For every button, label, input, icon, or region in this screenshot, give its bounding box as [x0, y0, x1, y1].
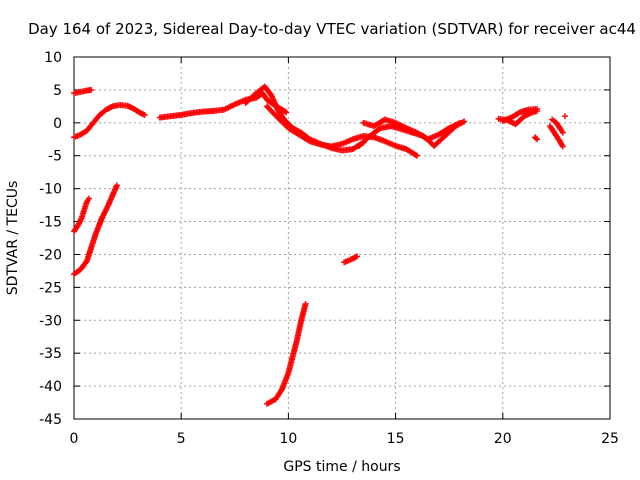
y-axis-ticks: 10 5 0 -5 -10 -15 -20 -25 -30 -35 -40 -45: [39, 50, 610, 428]
data-point: [86, 195, 93, 202]
data-point: [354, 253, 361, 260]
data-point: [88, 86, 95, 93]
data-point: [302, 300, 309, 307]
x-tick-label: 0: [70, 431, 79, 447]
y-tick-label: -15: [39, 215, 62, 231]
y-tick-label: -20: [39, 247, 62, 263]
x-tick-label: 10: [279, 431, 297, 447]
plot-area-frame: [73, 56, 611, 420]
data-point: [281, 108, 288, 115]
y-tick-label: -25: [39, 280, 62, 296]
x-axis-ticks: 0 5 10 15 20 25: [70, 57, 619, 447]
y-tick-label: 0: [53, 116, 62, 132]
chart-title: Day 164 of 2023, Sidereal Day-to-day VTE…: [28, 20, 636, 38]
x-tick-label: 15: [387, 431, 405, 447]
y-tick-label: -10: [39, 182, 62, 198]
data-point: [461, 118, 468, 125]
data-point: [559, 129, 566, 136]
data-point: [141, 111, 148, 118]
y-tick-label: -35: [39, 346, 62, 362]
y-tick-label: -40: [39, 379, 62, 395]
y-axis-label: SDTVAR / TECUs: [5, 181, 21, 296]
data-point: [559, 143, 566, 150]
data-point: [283, 109, 290, 116]
x-axis-label: GPS time / hours: [283, 459, 400, 475]
y-tick-label: -45: [39, 412, 62, 428]
x-tick-label: 5: [177, 431, 186, 447]
y-tick-label: -5: [48, 149, 62, 165]
x-tick-label: 25: [601, 431, 619, 447]
x-tick-label: 20: [494, 431, 512, 447]
data-point: [534, 136, 541, 143]
data-point: [414, 152, 421, 159]
y-tick-label: 10: [44, 50, 62, 66]
y-tick-label: 5: [53, 83, 62, 99]
data-point: [561, 113, 568, 120]
data-point: [113, 182, 120, 189]
data-point: [534, 105, 541, 112]
y-tick-label: -30: [39, 313, 62, 329]
data-point: [533, 135, 540, 142]
data-points: [71, 83, 568, 407]
grid: [74, 57, 610, 419]
